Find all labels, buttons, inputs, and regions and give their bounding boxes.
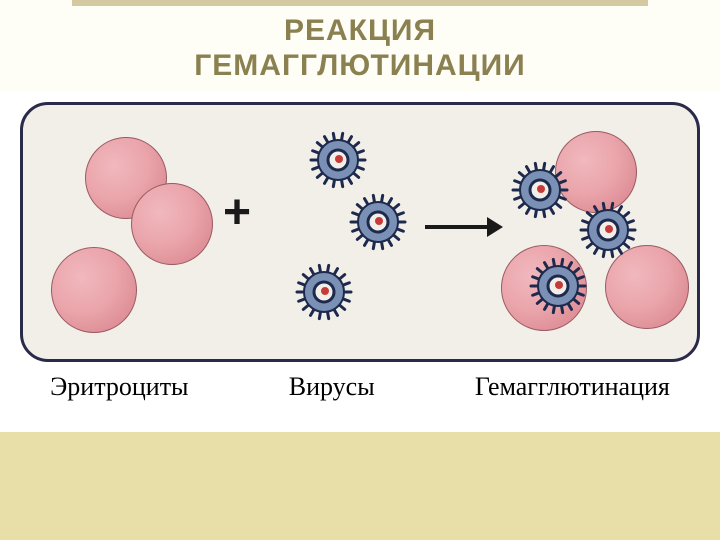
diagram: + Эритроциты Вирусы Гемагглютина [0, 92, 720, 432]
label-hemagglutination: Гемагглютинация [475, 372, 670, 402]
bottom-band [0, 432, 720, 540]
arrow-icon [423, 215, 503, 239]
diagram-labels: Эритроциты Вирусы Гемагглютинация [0, 372, 720, 402]
virus-agg-1 [579, 201, 637, 259]
virus-center-1 [349, 193, 407, 251]
title-divider [0, 0, 720, 6]
virus-agg-0 [511, 161, 569, 219]
slide: РЕАКЦИЯ ГЕМАГГЛЮТИНАЦИИ + Эри [0, 0, 720, 540]
virus-center-2 [295, 263, 353, 321]
label-viruses: Вирусы [289, 372, 375, 402]
plus-icon: + [223, 189, 251, 237]
diagram-panel: + [20, 102, 700, 362]
erythrocyte-left-1 [131, 183, 213, 265]
virus-agg-2 [529, 257, 587, 315]
virus-center-0 [309, 131, 367, 189]
page-title: РЕАКЦИЯ ГЕМАГГЛЮТИНАЦИИ [0, 0, 720, 83]
label-erythrocytes: Эритроциты [50, 372, 188, 402]
erythrocyte-left-2 [51, 247, 137, 333]
title-line-2: ГЕМАГГЛЮТИНАЦИИ [0, 49, 720, 84]
title-line-1: РЕАКЦИЯ [0, 14, 720, 49]
